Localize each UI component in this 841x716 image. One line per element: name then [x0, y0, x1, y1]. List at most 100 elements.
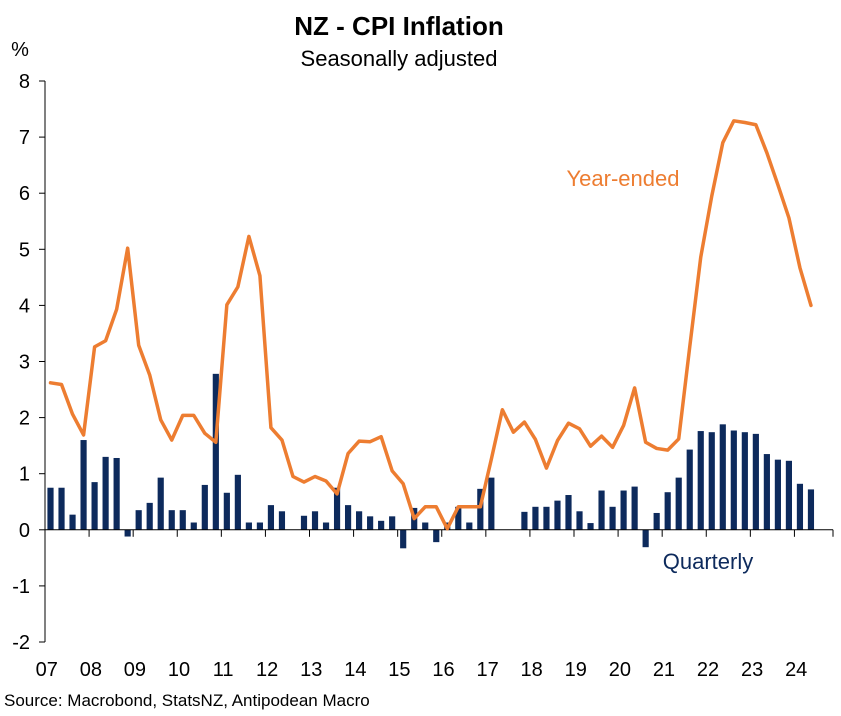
bar-2008Q4 — [124, 529, 131, 537]
bar-2007Q1 — [47, 487, 54, 530]
bar-2012Q1 — [267, 505, 275, 530]
bar-2019Q1 — [576, 511, 583, 530]
bar-2011Q1 — [223, 492, 230, 530]
bar-2018Q1 — [532, 506, 539, 530]
bar-2009Q2 — [146, 502, 153, 530]
bar-2021Q1 — [664, 492, 671, 530]
y-tick-label: -2 — [12, 632, 30, 654]
bar-2008Q1 — [91, 482, 98, 530]
bar-2013Q1 — [311, 511, 319, 530]
bar-2011Q4 — [256, 522, 263, 530]
source-note: Source: Macrobond, StatsNZ, Antipodean M… — [4, 691, 370, 710]
bar-2009Q1 — [135, 510, 142, 530]
chart-title: NZ - CPI Inflation — [294, 11, 503, 41]
y-tick-label: 6 — [19, 183, 30, 205]
x-tick-labels: 07 08 09 10 11 12 13 14 15 16 17 18 19 20 21 22 23 24 — [36, 659, 808, 681]
bar-2010Q2 — [190, 522, 197, 530]
y-tick-labels: -2 -1 0 1 2 3 4 5 6 7 8 — [12, 71, 30, 654]
bar-2021Q3 — [686, 449, 693, 530]
x-tick-label: 21 — [653, 659, 675, 681]
bar-2008Q2 — [102, 456, 109, 530]
x-tick-label: 07 — [36, 659, 58, 681]
y-tick-label: 1 — [19, 464, 30, 486]
bar-2009Q4 — [168, 510, 175, 530]
x-tick-label: 15 — [388, 659, 410, 681]
y-tick-label: 7 — [19, 127, 30, 149]
x-tick-label: 14 — [344, 659, 366, 681]
bar-2012Q4 — [300, 515, 308, 530]
bar-2016Q2 — [455, 506, 462, 530]
x-tick-label: 23 — [741, 659, 763, 681]
x-tick-label: 10 — [168, 659, 190, 681]
bar-2010Q4 — [212, 373, 219, 530]
year-ended-line — [48, 119, 813, 531]
x-tick-label: 09 — [124, 659, 146, 681]
bar-2009Q3 — [157, 477, 164, 530]
bar-2015Q4 — [433, 529, 440, 543]
bar-2011Q3 — [245, 522, 252, 530]
y-tick-label: 3 — [19, 352, 30, 374]
bar-2024Q2 — [807, 489, 815, 530]
bar-2007Q4 — [80, 440, 87, 530]
annotation-quarterly: Quarterly — [663, 549, 753, 574]
bar-2019Q2 — [587, 523, 594, 530]
bar-2007Q2 — [58, 487, 65, 530]
x-tick-label: 11 — [213, 659, 234, 681]
annotation-year-ended: Year-ended — [567, 166, 680, 191]
series-annotations: Year-ended Quarterly — [567, 166, 754, 574]
bar-2023Q2 — [763, 454, 770, 530]
bar-2017Q1 — [488, 477, 495, 530]
bar-2013Q2 — [322, 522, 330, 530]
bar-2014Q2 — [367, 516, 374, 530]
bar-2011Q2 — [234, 474, 241, 530]
bar-2008Q3 — [113, 457, 120, 530]
bar-2018Q4 — [565, 495, 572, 530]
bar-2016Q4 — [477, 488, 484, 530]
bar-2023Q4 — [785, 460, 792, 530]
bar-2023Q3 — [774, 459, 781, 530]
bar-2021Q4 — [697, 431, 704, 530]
x-tick-label: 24 — [785, 659, 807, 681]
y-tick-label: 5 — [19, 239, 30, 261]
bar-2013Q3 — [333, 487, 341, 530]
bar-2015Q3 — [422, 522, 429, 530]
y-axis-unit-label: % — [11, 39, 29, 61]
bar-2013Q4 — [344, 505, 352, 530]
bar-2022Q3 — [730, 430, 737, 530]
bar-2022Q2 — [719, 424, 726, 530]
bar-2020Q2 — [631, 486, 638, 530]
bar-2014Q1 — [356, 511, 363, 530]
x-tick-label: 19 — [565, 659, 587, 681]
x-tick-label: 20 — [609, 659, 631, 681]
bar-2018Q3 — [554, 500, 561, 530]
bar-2020Q4 — [653, 512, 660, 530]
bar-2014Q3 — [378, 520, 385, 530]
bar-2007Q3 — [69, 514, 76, 530]
bar-2018Q2 — [543, 506, 550, 530]
x-tick-label: 12 — [256, 659, 278, 681]
y-tick-label: 4 — [19, 295, 30, 317]
bar-2015Q1 — [400, 529, 407, 549]
y-tick-label: -1 — [12, 576, 30, 598]
bar-2024Q1 — [796, 483, 804, 530]
bar-2019Q4 — [609, 506, 616, 530]
axes — [39, 80, 834, 643]
bar-2014Q4 — [389, 516, 396, 530]
x-tick-label: 13 — [300, 659, 322, 681]
y-tick-label: 2 — [19, 408, 30, 430]
bar-2012Q2 — [278, 511, 286, 530]
bar-2016Q3 — [466, 522, 473, 530]
chart-subtitle: Seasonally adjusted — [301, 46, 498, 71]
bar-2022Q4 — [741, 432, 748, 530]
y-tick-label: 0 — [19, 520, 30, 542]
bar-2021Q2 — [675, 477, 682, 530]
bar-2020Q3 — [642, 529, 649, 548]
bar-2010Q3 — [201, 484, 208, 530]
bar-2022Q1 — [708, 432, 715, 530]
x-tick-label: 18 — [521, 659, 543, 681]
x-tick-label: 16 — [432, 659, 454, 681]
bar-2023Q1 — [752, 433, 759, 530]
bar-2017Q4 — [521, 511, 528, 530]
x-tick-label: 08 — [80, 659, 102, 681]
